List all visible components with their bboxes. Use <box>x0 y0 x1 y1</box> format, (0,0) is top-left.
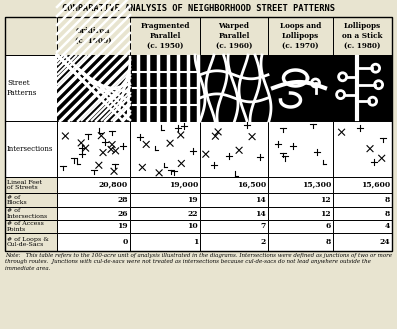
Bar <box>57 233 130 251</box>
Bar <box>5 17 392 251</box>
Bar <box>57 207 130 220</box>
Text: 8: 8 <box>326 238 331 246</box>
Text: Intersections: Intersections <box>7 145 53 153</box>
Text: 15,600: 15,600 <box>361 181 390 189</box>
Bar <box>57 193 130 207</box>
Text: Loops and
Lollipops
(c. 1970): Loops and Lollipops (c. 1970) <box>280 22 321 49</box>
Bar <box>333 193 392 207</box>
Text: COMPARATIVE ANALYSIS OF NEIGHBORHOOD STREET PATTERNS: COMPARATIVE ANALYSIS OF NEIGHBORHOOD STR… <box>62 4 335 13</box>
Bar <box>200 17 268 55</box>
Bar <box>130 17 200 55</box>
Bar <box>200 193 268 207</box>
Text: 6: 6 <box>326 222 331 231</box>
Text: 28: 28 <box>118 196 128 204</box>
Bar <box>268 121 333 177</box>
Text: Gridiron
(c. 1900): Gridiron (c. 1900) <box>75 27 112 45</box>
Bar <box>130 55 200 121</box>
Text: 1: 1 <box>193 238 198 246</box>
Text: 15,300: 15,300 <box>302 181 331 189</box>
Bar <box>5 193 57 207</box>
Text: 22: 22 <box>187 210 198 217</box>
Bar <box>268 55 333 121</box>
Text: 14: 14 <box>255 196 266 204</box>
Bar <box>268 55 333 121</box>
Bar <box>130 55 200 121</box>
Bar <box>333 55 392 121</box>
Text: 19: 19 <box>118 222 128 231</box>
Bar <box>268 233 333 251</box>
Bar <box>333 17 392 55</box>
Bar <box>5 233 57 251</box>
Bar <box>130 121 200 177</box>
Text: 19,000: 19,000 <box>169 181 198 189</box>
Bar <box>5 177 57 193</box>
Text: 19: 19 <box>187 196 198 204</box>
Bar <box>333 220 392 233</box>
Text: # of
Intersections: # of Intersections <box>7 208 48 219</box>
Text: 0: 0 <box>123 238 128 246</box>
Bar <box>200 207 268 220</box>
Text: 24: 24 <box>380 238 390 246</box>
Bar <box>200 177 268 193</box>
Bar <box>5 17 57 55</box>
Bar <box>333 177 392 193</box>
Bar <box>268 207 333 220</box>
Bar <box>200 55 268 121</box>
Bar <box>333 121 392 177</box>
Text: 12: 12 <box>320 210 331 217</box>
Text: 14: 14 <box>255 210 266 217</box>
Bar <box>130 220 200 233</box>
Bar <box>5 121 57 177</box>
Bar <box>5 220 57 233</box>
Text: 7: 7 <box>260 222 266 231</box>
Bar <box>200 233 268 251</box>
Bar <box>57 17 130 55</box>
Text: 2: 2 <box>261 238 266 246</box>
Bar <box>57 121 130 177</box>
Text: 10: 10 <box>187 222 198 231</box>
Text: Warped
Parallel
(c. 1960): Warped Parallel (c. 1960) <box>216 22 252 49</box>
Bar <box>200 220 268 233</box>
Text: 4: 4 <box>385 222 390 231</box>
Bar <box>268 17 333 55</box>
Bar <box>57 177 130 193</box>
Bar <box>5 207 57 220</box>
Bar <box>130 233 200 251</box>
Bar <box>200 55 268 121</box>
Bar <box>130 177 200 193</box>
Bar <box>268 220 333 233</box>
Text: Street
Patterns: Street Patterns <box>7 79 37 97</box>
Text: Note:   This table refers to the 100-acre unit of analysis illustrated in the di: Note: This table refers to the 100-acre … <box>5 253 392 271</box>
Text: # of
Blocks: # of Blocks <box>7 194 28 205</box>
Bar <box>5 55 57 121</box>
Bar <box>333 233 392 251</box>
Bar <box>268 177 333 193</box>
Bar <box>200 121 268 177</box>
Text: 8: 8 <box>385 210 390 217</box>
Text: 16,500: 16,500 <box>237 181 266 189</box>
Bar <box>130 207 200 220</box>
Bar <box>268 193 333 207</box>
Bar <box>333 207 392 220</box>
Text: Fragmented
Parallel
(c. 1950): Fragmented Parallel (c. 1950) <box>140 22 190 49</box>
Bar <box>333 55 392 121</box>
Text: Lollipops
on a Stick
(c. 1980): Lollipops on a Stick (c. 1980) <box>342 22 383 49</box>
Text: 12: 12 <box>320 196 331 204</box>
Text: # of Loops &
Cul-de-Sacs: # of Loops & Cul-de-Sacs <box>7 237 49 247</box>
Text: # of Access
Points: # of Access Points <box>7 221 44 232</box>
Text: 20,800: 20,800 <box>99 181 128 189</box>
Bar <box>130 193 200 207</box>
Text: Lineal Feet
of Streets: Lineal Feet of Streets <box>7 180 42 190</box>
Text: 26: 26 <box>118 210 128 217</box>
Bar <box>57 55 130 121</box>
Bar <box>57 220 130 233</box>
Bar <box>57 55 130 121</box>
Text: 8: 8 <box>385 196 390 204</box>
